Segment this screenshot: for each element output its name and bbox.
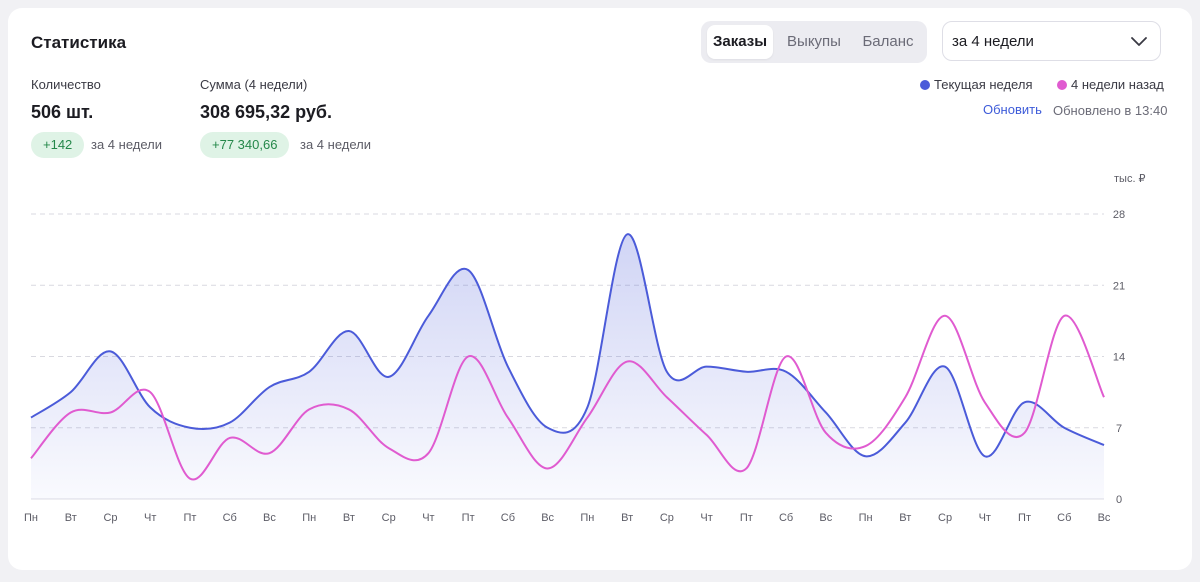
x-tick-label: Вс: [263, 512, 276, 524]
x-tick-label: Чт: [700, 512, 712, 524]
y-tick-label: 7: [1116, 423, 1122, 435]
x-tick-label: Пт: [462, 512, 475, 524]
legend-previous: 4 недели назад: [1057, 77, 1164, 92]
tab-orders[interactable]: Заказы: [707, 25, 773, 59]
x-tick-label: Вс: [1098, 512, 1111, 524]
x-tick-label: Вс: [541, 512, 554, 524]
x-tick-label: Вс: [819, 512, 832, 524]
y-tick-label: 0: [1116, 494, 1122, 506]
x-tick-label: Пт: [740, 512, 753, 524]
x-tick-label: Чт: [144, 512, 156, 524]
count-delta-note: за 4 недели: [91, 137, 162, 152]
x-tick-label: Чт: [979, 512, 991, 524]
x-tick-label: Пн: [302, 512, 316, 524]
tab-balance[interactable]: Баланс: [862, 33, 914, 50]
x-tick-label: Пн: [580, 512, 594, 524]
x-tick-label: Ср: [103, 512, 117, 524]
refresh-link[interactable]: Обновить: [983, 102, 1042, 117]
legend-current-dot: [920, 80, 930, 90]
legend-current-label: Текущая неделя: [934, 77, 1033, 92]
x-tick-label: Вт: [621, 512, 633, 524]
x-tick-label: Ср: [382, 512, 396, 524]
x-tick-label: Пн: [859, 512, 873, 524]
count-label: Количество: [31, 77, 101, 92]
updated-time: Обновлено в 13:40: [1053, 103, 1168, 118]
count-delta-badge: +142: [31, 132, 85, 158]
x-tick-label: Чт: [422, 512, 434, 524]
series-line-current: [30, 233, 1105, 458]
page-title: Статистика: [31, 33, 127, 52]
x-tick-label: Пн: [24, 512, 38, 524]
x-tick-label: Вт: [343, 512, 355, 524]
series-area-current: [31, 234, 1104, 499]
x-tick-label: Пт: [183, 512, 196, 524]
sum-value: 308 695,32 руб.: [200, 102, 332, 122]
legend-previous-dot: [1057, 80, 1067, 90]
count-value: 506 шт.: [31, 102, 94, 122]
x-tick-label: Сб: [1057, 512, 1071, 524]
statistics-card: Статистика Заказы Выкупы Баланс за 4 нед…: [8, 8, 1192, 570]
legend-previous-label: 4 недели назад: [1071, 77, 1164, 92]
y-tick-label: 14: [1113, 352, 1125, 364]
line-chart: тыс. ₽ 0 7 14 21 28 Пн Вт Ср Чт Пт Сб Вс Пн Вт Ср Чт Пт…: [24, 173, 1146, 524]
sum-label: Сумма (4 недели): [200, 77, 308, 92]
tab-buyouts[interactable]: Выкупы: [787, 33, 841, 50]
sum-delta-note: за 4 недели: [300, 137, 371, 152]
x-tick-label: Сб: [779, 512, 793, 524]
series-line-previous: [30, 314, 1105, 481]
legend-current: Текущая неделя: [920, 77, 1032, 92]
y-unit-label: тыс. ₽: [1114, 173, 1146, 185]
sum-delta-badge: +77 340,66: [200, 132, 290, 158]
x-tick-label: Вт: [899, 512, 911, 524]
x-tick-label: Сб: [501, 512, 515, 524]
x-tick-label: Пт: [1018, 512, 1031, 524]
y-tick-label: 28: [1113, 209, 1125, 221]
chevron-down-icon: [1131, 37, 1147, 46]
y-tick-label: 21: [1113, 280, 1125, 292]
tabs-group: Заказы Выкупы Баланс: [701, 21, 927, 63]
period-select[interactable]: за 4 недели: [942, 21, 1161, 61]
x-tick-label: Ср: [938, 512, 952, 524]
x-tick-label: Сб: [223, 512, 237, 524]
x-tick-label: Вт: [65, 512, 77, 524]
x-tick-label: Ср: [660, 512, 674, 524]
period-select-value: за 4 недели: [952, 33, 1034, 50]
